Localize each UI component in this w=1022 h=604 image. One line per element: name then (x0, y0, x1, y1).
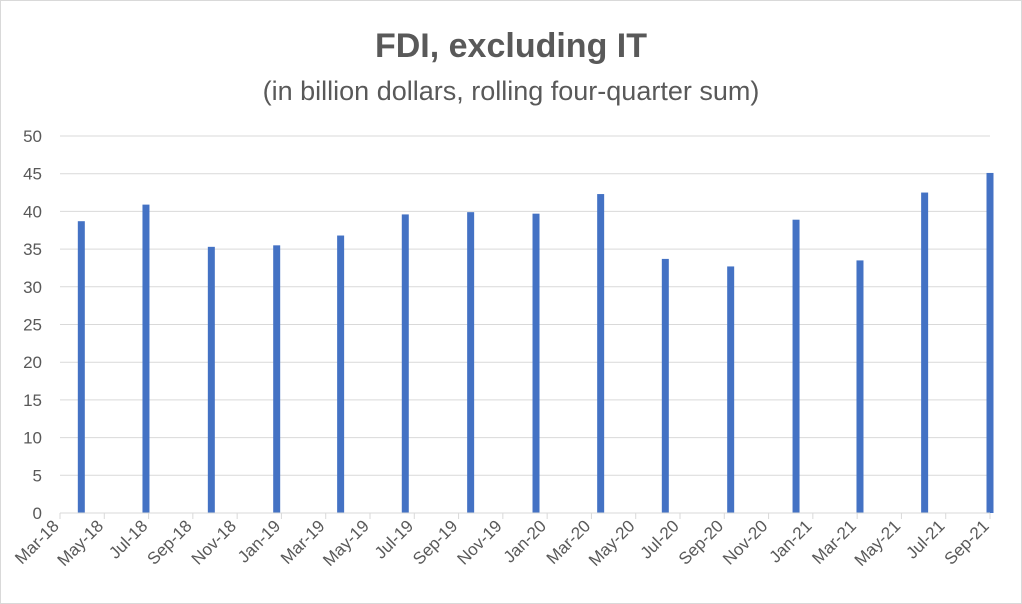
x-tick-label: Nov-18 (188, 516, 240, 568)
x-tick-label: Mar-19 (277, 516, 329, 568)
y-tick-label: 5 (33, 466, 42, 485)
x-tick-label: May-19 (319, 516, 373, 570)
y-tick-label: 20 (23, 353, 42, 372)
x-tick-label: Nov-19 (453, 516, 505, 568)
y-axis: 0 5 10 15 20 25 30 35 40 45 50 (23, 127, 42, 523)
x-tick-label: Sep-18 (143, 516, 195, 568)
y-tick-label: 45 (23, 165, 42, 184)
bar (856, 260, 864, 513)
bar (986, 172, 994, 514)
x-tick-label: Mar-21 (808, 516, 860, 568)
bar (532, 213, 540, 514)
bar (77, 221, 85, 513)
bar (661, 258, 669, 513)
x-tick-label: May-21 (851, 516, 905, 570)
bar (337, 235, 345, 513)
y-tick-label: 25 (23, 316, 42, 335)
bar (792, 219, 800, 513)
x-tick-label: Jan-19 (234, 516, 284, 566)
x-tick-label: Jan-20 (500, 516, 550, 566)
bar (921, 192, 929, 514)
y-tick-label: 10 (23, 429, 42, 448)
y-tick-label: 40 (23, 202, 42, 221)
x-tick-label: May-18 (54, 516, 108, 570)
bar (727, 266, 735, 513)
chart-title: FDI, excluding IT (375, 27, 647, 65)
bar (401, 214, 409, 513)
y-tick-label: 0 (33, 504, 42, 523)
x-tick-label: Mar-20 (543, 516, 595, 568)
x-tick-label: Jan-21 (765, 516, 815, 566)
bar (597, 194, 605, 514)
x-tick-label: Nov-20 (719, 516, 771, 568)
x-axis: Mar-18May-18Jul-18Sep-18Nov-18Jan-19Mar-… (11, 512, 993, 570)
y-tick-label: 50 (23, 127, 42, 146)
bar (273, 245, 281, 513)
x-tick-label: Sep-20 (675, 516, 727, 568)
x-tick-label: Mar-18 (11, 516, 63, 568)
y-tick-label: 30 (23, 278, 42, 297)
gridlines (60, 135, 990, 476)
y-tick-label: 15 (23, 391, 42, 410)
bar (142, 204, 150, 513)
bar-series (77, 172, 994, 514)
bar (467, 212, 475, 514)
bar (207, 246, 215, 513)
x-tick-label: May-20 (585, 516, 639, 570)
x-tick-label: Sep-19 (409, 516, 461, 568)
x-tick-label: Sep-21 (941, 516, 993, 568)
chart-subtitle: (in billion dollars, rolling four-quarte… (263, 76, 760, 106)
y-tick-label: 35 (23, 240, 42, 259)
